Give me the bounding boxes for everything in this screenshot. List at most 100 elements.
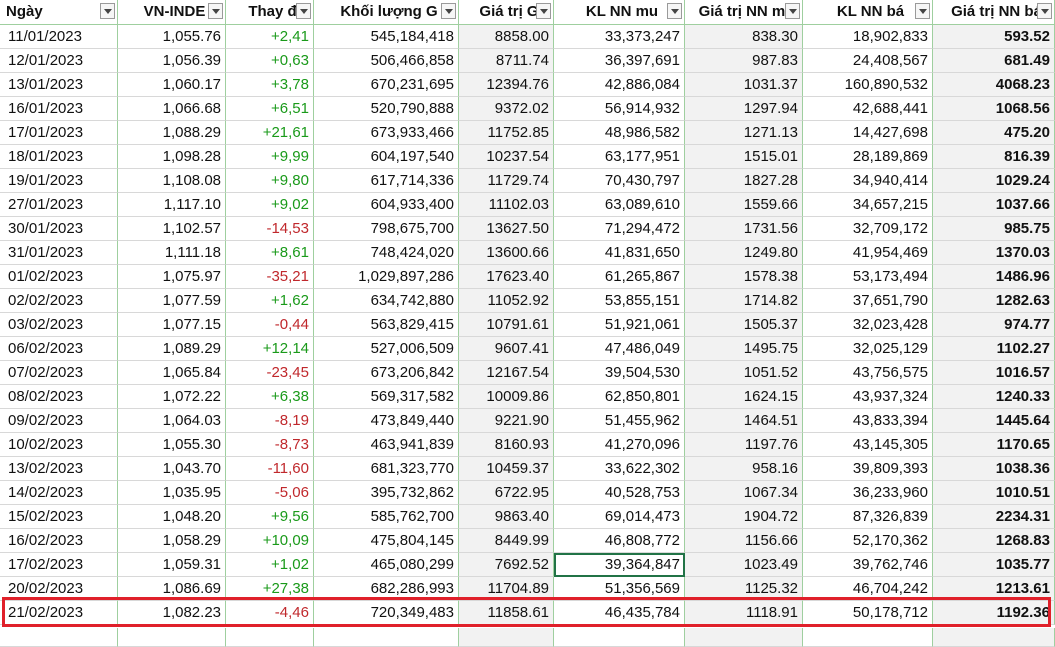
cell-foreign-buy-volume[interactable]: 39,504,530: [554, 361, 685, 385]
cell-foreign-buy-value[interactable]: 1714.82: [685, 289, 803, 313]
cell-value[interactable]: 8711.74: [459, 49, 554, 73]
cell-value[interactable]: 9372.02: [459, 97, 554, 121]
cell-date[interactable]: 18/01/2023: [0, 145, 118, 169]
filter-dropdown-icon[interactable]: [1037, 3, 1052, 19]
cell-value[interactable]: 8858.00: [459, 25, 554, 49]
cell-date[interactable]: 15/02/2023: [0, 505, 118, 529]
cell-foreign-buy-value[interactable]: 1495.75: [685, 337, 803, 361]
filter-dropdown-icon[interactable]: [785, 3, 800, 19]
cell-volume[interactable]: 569,317,582: [314, 385, 459, 409]
cell-change[interactable]: +6,38: [226, 385, 314, 409]
cell-foreign-buy-value[interactable]: 1031.37: [685, 73, 803, 97]
cell-vn-index[interactable]: 1,089.29: [118, 337, 226, 361]
cell-date[interactable]: 13/02/2023: [0, 457, 118, 481]
cell-date[interactable]: 07/02/2023: [0, 361, 118, 385]
header-volume[interactable]: Khối lượng G: [314, 0, 459, 25]
cell-foreign-buy-value[interactable]: 1297.94: [685, 97, 803, 121]
cell-foreign-buy-volume[interactable]: 63,089,610: [554, 193, 685, 217]
cell-volume[interactable]: 748,424,020: [314, 241, 459, 265]
cell-foreign-buy-volume[interactable]: 51,455,962: [554, 409, 685, 433]
cell-foreign-sell-value[interactable]: 1029.24: [933, 169, 1055, 193]
cell-change[interactable]: +12,14: [226, 337, 314, 361]
cell-foreign-buy-value[interactable]: 1125.32: [685, 577, 803, 601]
filter-dropdown-icon[interactable]: [915, 3, 930, 19]
cell-foreign-buy-value[interactable]: 958.16: [685, 457, 803, 481]
empty-cell[interactable]: [554, 628, 685, 647]
cell-foreign-buy-value[interactable]: 1464.51: [685, 409, 803, 433]
cell-foreign-buy-volume[interactable]: 48,986,582: [554, 121, 685, 145]
cell-foreign-sell-value[interactable]: 1445.64: [933, 409, 1055, 433]
cell-foreign-sell-volume[interactable]: 39,809,393: [803, 457, 933, 481]
cell-foreign-sell-volume[interactable]: 28,189,869: [803, 145, 933, 169]
cell-foreign-buy-volume[interactable]: 69,014,473: [554, 505, 685, 529]
cell-change[interactable]: -11,60: [226, 457, 314, 481]
cell-foreign-buy-value[interactable]: 1271.13: [685, 121, 803, 145]
cell-foreign-sell-value[interactable]: 1486.96: [933, 265, 1055, 289]
cell-foreign-sell-value[interactable]: 1170.65: [933, 433, 1055, 457]
cell-change[interactable]: +10,09: [226, 529, 314, 553]
cell-vn-index[interactable]: 1,077.59: [118, 289, 226, 313]
cell-foreign-buy-volume[interactable]: 33,622,302: [554, 457, 685, 481]
cell-foreign-sell-volume[interactable]: 36,233,960: [803, 481, 933, 505]
cell-change[interactable]: +9,56: [226, 505, 314, 529]
cell-foreign-sell-volume[interactable]: 43,756,575: [803, 361, 933, 385]
cell-date[interactable]: 03/02/2023: [0, 313, 118, 337]
cell-foreign-sell-volume[interactable]: 43,833,394: [803, 409, 933, 433]
cell-change[interactable]: -8,73: [226, 433, 314, 457]
cell-date[interactable]: 02/02/2023: [0, 289, 118, 313]
cell-foreign-sell-volume[interactable]: 24,408,567: [803, 49, 933, 73]
cell-vn-index[interactable]: 1,056.39: [118, 49, 226, 73]
cell-volume[interactable]: 634,742,880: [314, 289, 459, 313]
cell-foreign-buy-value[interactable]: 1156.66: [685, 529, 803, 553]
cell-volume[interactable]: 798,675,700: [314, 217, 459, 241]
header-date[interactable]: Ngày: [0, 0, 118, 25]
cell-foreign-sell-volume[interactable]: 34,940,414: [803, 169, 933, 193]
cell-date[interactable]: 30/01/2023: [0, 217, 118, 241]
cell-change[interactable]: +9,99: [226, 145, 314, 169]
cell-foreign-sell-value[interactable]: 593.52: [933, 25, 1055, 49]
cell-change[interactable]: +0,63: [226, 49, 314, 73]
cell-vn-index[interactable]: 1,088.29: [118, 121, 226, 145]
cell-date[interactable]: 09/02/2023: [0, 409, 118, 433]
cell-foreign-buy-value[interactable]: 1624.15: [685, 385, 803, 409]
cell-foreign-buy-value[interactable]: 1904.72: [685, 505, 803, 529]
cell-date[interactable]: 16/01/2023: [0, 97, 118, 121]
cell-date[interactable]: 14/02/2023: [0, 481, 118, 505]
cell-volume[interactable]: 604,933,400: [314, 193, 459, 217]
cell-foreign-buy-volume[interactable]: 41,270,096: [554, 433, 685, 457]
cell-foreign-buy-value[interactable]: 1249.80: [685, 241, 803, 265]
cell-vn-index[interactable]: 1,108.08: [118, 169, 226, 193]
cell-change[interactable]: -8,19: [226, 409, 314, 433]
cell-foreign-sell-volume[interactable]: 39,762,746: [803, 553, 933, 577]
cell-date[interactable]: 17/01/2023: [0, 121, 118, 145]
cell-value[interactable]: 11752.85: [459, 121, 554, 145]
cell-volume[interactable]: 681,323,770: [314, 457, 459, 481]
header-foreign-buy-volume[interactable]: KL NN mu: [554, 0, 685, 25]
cell-foreign-sell-value[interactable]: 1268.83: [933, 529, 1055, 553]
cell-volume[interactable]: 473,849,440: [314, 409, 459, 433]
cell-vn-index[interactable]: 1,117.10: [118, 193, 226, 217]
cell-volume[interactable]: 545,184,418: [314, 25, 459, 49]
cell-vn-index[interactable]: 1,060.17: [118, 73, 226, 97]
header-change[interactable]: Thay đ: [226, 0, 314, 25]
cell-vn-index[interactable]: 1,077.15: [118, 313, 226, 337]
cell-volume[interactable]: 604,197,540: [314, 145, 459, 169]
cell-vn-index[interactable]: 1,066.68: [118, 97, 226, 121]
cell-value[interactable]: 10009.86: [459, 385, 554, 409]
cell-foreign-sell-value[interactable]: 985.75: [933, 217, 1055, 241]
cell-vn-index[interactable]: 1,059.31: [118, 553, 226, 577]
cell-foreign-sell-value[interactable]: 1035.77: [933, 553, 1055, 577]
cell-foreign-sell-value[interactable]: 1282.63: [933, 289, 1055, 313]
cell-foreign-sell-volume[interactable]: 41,954,469: [803, 241, 933, 265]
filter-dropdown-icon[interactable]: [667, 3, 682, 19]
cell-foreign-buy-volume[interactable]: 41,831,650: [554, 241, 685, 265]
cell-foreign-buy-value[interactable]: 1023.49: [685, 553, 803, 577]
cell-value[interactable]: 10459.37: [459, 457, 554, 481]
cell-change[interactable]: +6,51: [226, 97, 314, 121]
cell-volume[interactable]: 673,206,842: [314, 361, 459, 385]
cell-value[interactable]: 8449.99: [459, 529, 554, 553]
cell-foreign-sell-volume[interactable]: 18,902,833: [803, 25, 933, 49]
empty-cell[interactable]: [933, 628, 1055, 647]
filter-dropdown-icon[interactable]: [208, 3, 223, 19]
cell-date[interactable]: 01/02/2023: [0, 265, 118, 289]
